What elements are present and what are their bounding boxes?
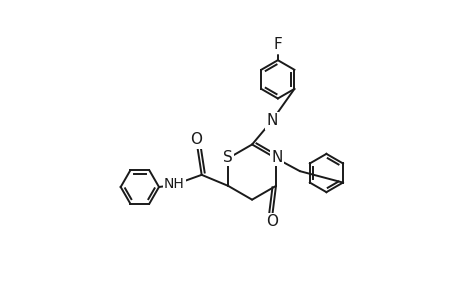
Text: O: O [266, 214, 278, 229]
Text: NH: NH [164, 177, 185, 191]
Text: F: F [273, 37, 282, 52]
Text: N: N [266, 113, 277, 128]
Text: S: S [222, 150, 232, 165]
Text: O: O [190, 132, 202, 147]
Text: N: N [270, 150, 282, 165]
